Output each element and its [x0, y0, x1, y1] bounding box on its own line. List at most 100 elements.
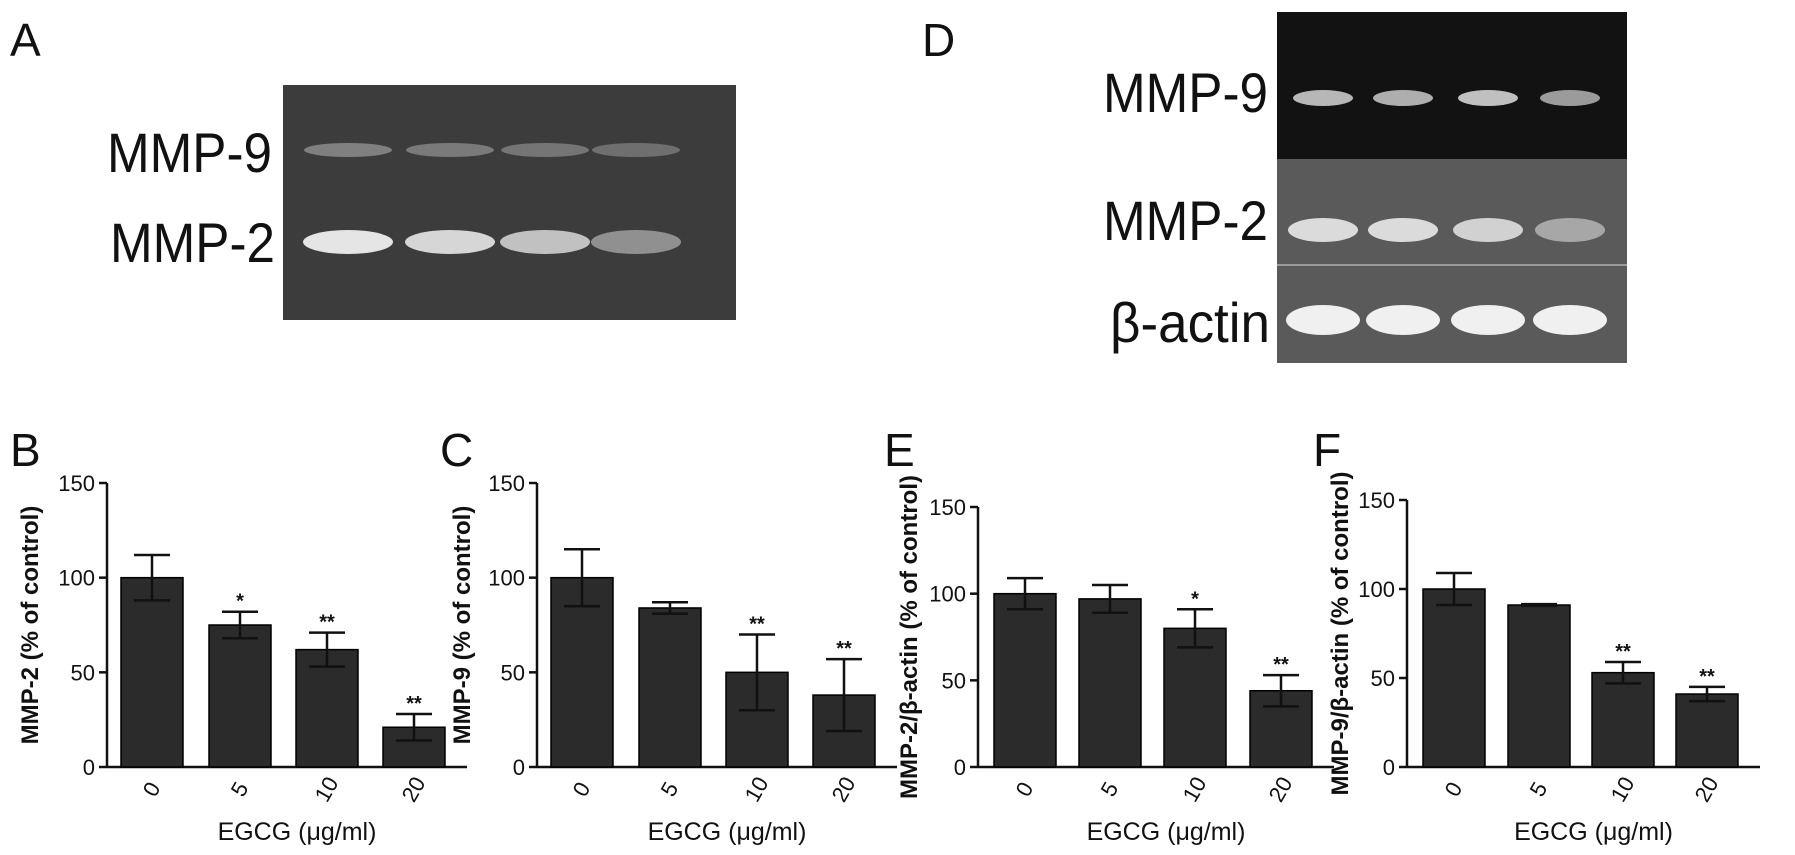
chart-b: B 0 50 100 150 0 5 * 10 ** 20 ** EGCG (μg/ml) MMP-2 …: [10, 424, 467, 846]
chart-f-ylabel: MMP-9/β-actin (% of control): [1327, 472, 1354, 796]
chart-f-bar-20: [1675, 693, 1739, 768]
chart-c-significance-20: **: [836, 638, 852, 660]
gel-d-band-mmp2-lane-2: [1368, 218, 1438, 242]
chart-c-ytick-label-150: 150: [488, 471, 525, 496]
chart-c-ytick-label-0: 0: [513, 755, 525, 780]
panel-a: A MMP-9 MMP-2: [10, 14, 736, 320]
gel-d-mmp9-strip: [1277, 12, 1627, 159]
chart-e-xtick-label-0: 0: [1011, 778, 1039, 801]
chart-e-ytick-label-0: 0: [954, 755, 966, 780]
gel-d-band-mmp2-lane-4: [1535, 218, 1605, 242]
chart-b-ytick-label-0: 0: [83, 755, 95, 780]
chart-f-ytick-label-100: 100: [1358, 577, 1395, 602]
chart-f-significance-20: **: [1699, 666, 1715, 688]
chart-e-ytick-label-100: 100: [929, 582, 966, 607]
gel-a-band-mmp9-lane-4: [592, 143, 680, 157]
gel-d-band-mmp2-lane-1: [1288, 218, 1358, 242]
chart-b-significance-20: **: [406, 693, 422, 715]
chart-e-xtick-label-5: 5: [1096, 778, 1124, 801]
gel-d-band-mmp9-lane-2: [1373, 90, 1433, 106]
chart-b-ytick-label-150: 150: [58, 471, 95, 496]
chart-c-bar-0: [550, 576, 614, 768]
chart-b-bar-0: [120, 576, 184, 768]
chart-f-bar-5: [1507, 604, 1571, 768]
gel-d-band-actin-lane-4: [1533, 305, 1607, 335]
chart-b-significance-10: **: [319, 612, 335, 634]
chart-e: E 0 50 100 150 0 5 10 * 20 ** EGCG (μg/ml) MMP-2/β-…: [884, 424, 1334, 846]
chart-b-xtick-label-20: 20: [397, 772, 431, 806]
chart-e-ytick-label-150: 150: [929, 495, 966, 520]
chart-f-xlabel: EGCG (μg/ml): [1514, 818, 1673, 846]
chart-b-xtick-label-5: 5: [226, 778, 254, 801]
chart-c-xlabel: EGCG (μg/ml): [648, 818, 807, 846]
gel-d-band-mmp9-lane-3: [1458, 90, 1518, 106]
gel-a-band-mmp2-lane-2: [405, 230, 495, 254]
chart-b-bar-5: [208, 624, 272, 768]
chart-c-xtick-label-0: 0: [568, 778, 596, 801]
chart-b-xtick-label-10: 10: [310, 772, 344, 806]
chart-e-bar-0: [993, 592, 1057, 768]
chart-c-letter: C: [440, 424, 473, 476]
chart-f-xtick-label-10: 10: [1606, 772, 1640, 806]
chart-e-bar-10: [1163, 627, 1227, 768]
gel-d-label-actin: β-actin: [1110, 291, 1270, 354]
gel-a-label-mmp2: MMP-2: [110, 211, 275, 274]
chart-f-significance-10: **: [1615, 641, 1631, 663]
chart-e-xtick-label-10: 10: [1178, 772, 1212, 806]
gel-a-band-mmp9-lane-2: [406, 143, 494, 157]
chart-b-ylabel: MMP-2 (% of control): [17, 506, 44, 745]
chart-f-ytick-label-150: 150: [1358, 488, 1395, 513]
gel-d-band-mmp9-lane-4: [1540, 90, 1600, 106]
chart-c-significance-10: **: [749, 613, 765, 635]
gel-a-band-mmp9-lane-1: [304, 143, 392, 157]
chart-b-bar-20: [382, 726, 446, 768]
chart-b-significance-5: *: [236, 591, 244, 613]
chart-e-bar-20: [1249, 689, 1313, 768]
chart-f-letter: F: [1313, 424, 1341, 476]
chart-b-bar-10: [295, 648, 359, 768]
chart-f-xtick-label-5: 5: [1525, 778, 1553, 801]
panel-a-letter: A: [10, 14, 41, 66]
chart-e-significance-10: *: [1191, 588, 1199, 610]
gel-a-band-mmp2-lane-3: [500, 230, 590, 254]
gel-a-band-mmp2-lane-1: [303, 230, 393, 254]
gel-a-label-mmp9: MMP-9: [107, 121, 272, 184]
chart-f-xtick-label-20: 20: [1690, 772, 1724, 806]
chart-c-xtick-label-20: 20: [827, 772, 861, 806]
chart-f-xtick-label-0: 0: [1440, 778, 1468, 801]
chart-c-xtick-label-5: 5: [656, 778, 684, 801]
chart-f-bar-0: [1422, 588, 1486, 768]
chart-e-ylabel: MMP-2/β-actin (% of control): [896, 475, 923, 799]
chart-b-ytick-label-50: 50: [71, 660, 95, 685]
gel-d-label-mmp2: MMP-2: [1103, 189, 1268, 252]
gel-d-label-mmp9: MMP-9: [1103, 61, 1268, 124]
chart-c: C 0 50 100 150 0 5 10 ** 20 ** EGCG (μg/ml) MMP-9 (…: [440, 424, 897, 846]
chart-e-xtick-label-20: 20: [1264, 772, 1298, 806]
gel-a-bands: [303, 143, 681, 254]
chart-b-ytick-label-100: 100: [58, 566, 95, 591]
chart-e-bar-5: [1078, 598, 1142, 768]
chart-c-ytick-label-50: 50: [501, 660, 525, 685]
chart-c-bar-5: [638, 607, 702, 768]
chart-e-ytick-label-50: 50: [942, 668, 966, 693]
chart-e-xlabel: EGCG (μg/ml): [1087, 818, 1246, 846]
gel-d-band-actin-lane-2: [1366, 305, 1440, 335]
chart-c-xtick-label-10: 10: [740, 772, 774, 806]
gel-d-band-mmp9-lane-1: [1293, 90, 1353, 106]
gel-d-band-mmp2-lane-3: [1453, 218, 1523, 242]
chart-b-letter: B: [10, 424, 41, 476]
chart-c-ytick-label-100: 100: [488, 566, 525, 591]
chart-c-ylabel: MMP-9 (% of control): [449, 506, 476, 745]
panel-d-letter: D: [922, 14, 955, 66]
chart-f: F 0 50 100 150 0 5 10 ** 20 ** EGCG (μg/ml) MMP-9/β…: [1313, 424, 1760, 846]
chart-b-xtick-label-0: 0: [138, 778, 166, 801]
chart-f-bar-10: [1591, 671, 1655, 768]
gel-a-band-mmp2-lane-4: [591, 230, 681, 254]
chart-f-ytick-label-50: 50: [1371, 666, 1395, 691]
chart-e-significance-20: **: [1273, 654, 1289, 676]
gel-a-band-mmp9-lane-3: [501, 143, 589, 157]
panel-d: D MMP-9 MMP-2 β-actin: [922, 12, 1627, 363]
gel-d-bands: [1286, 90, 1607, 335]
gel-d-band-actin-lane-1: [1286, 305, 1360, 335]
